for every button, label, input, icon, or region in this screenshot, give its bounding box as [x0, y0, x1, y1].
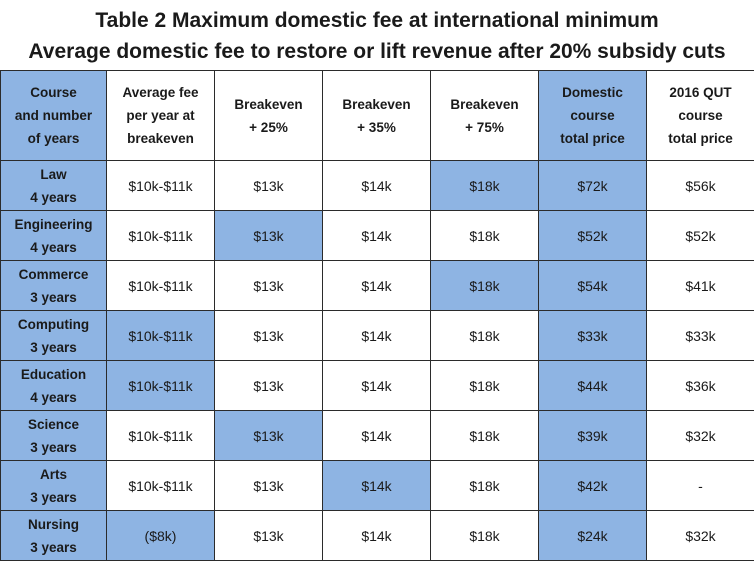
table-cell: $33k	[646, 310, 754, 361]
table-cell: $24k	[538, 510, 647, 561]
table-cell: $54k	[538, 260, 647, 311]
table-cell: $44k	[538, 360, 647, 411]
table-subtitle: Average domestic fee to restore or lift …	[28, 40, 726, 63]
column-header: Breakeven + 35%	[322, 70, 431, 161]
table-cell: $18k	[430, 460, 539, 511]
table-cell: $14k	[322, 210, 431, 261]
table-row: Law 4 years $10k-$11k $13k $14k $18k $72k $56k	[0, 160, 754, 211]
course-name-cell: Education 4 years	[0, 360, 107, 411]
table-cell: $18k	[430, 410, 539, 461]
table-cell: $13k	[214, 160, 323, 211]
table-cell: $13k	[214, 360, 323, 411]
table-cell: $72k	[538, 160, 647, 211]
table-cell: $13k	[214, 260, 323, 311]
table-cell: $32k	[646, 410, 754, 461]
table-cell: $32k	[646, 510, 754, 561]
column-header: Course and number of years	[0, 70, 107, 161]
table-cell: $14k	[322, 160, 431, 211]
table-cell: $56k	[646, 160, 754, 211]
table-cell: $14k	[322, 460, 431, 511]
course-name-cell: Law 4 years	[0, 160, 107, 211]
course-name-cell: Commerce 3 years	[0, 260, 107, 311]
course-name-cell: Arts 3 years	[0, 460, 107, 511]
header-row: Course and number of years Average fee per y…	[0, 70, 754, 161]
table-row: Commerce 3 years $10k-$11k $13k $14k $18k $54k…	[0, 260, 754, 311]
table-cell: $18k	[430, 360, 539, 411]
table-cell: $18k	[430, 510, 539, 561]
table-row: Engineering 4 years $10k-$11k $13k $14k $18k $…	[0, 210, 754, 261]
table-cell: $10k-$11k	[106, 260, 215, 311]
table-cell: $10k-$11k	[106, 360, 215, 411]
table-cell: $14k	[322, 310, 431, 361]
column-header: 2016 QUT course total price	[646, 70, 754, 161]
table-cell: $14k	[322, 510, 431, 561]
table-row: Nursing 3 years ($8k) $13k $14k $18k $24k $32k	[0, 510, 754, 561]
column-header: Average fee per year at breakeven	[106, 70, 215, 161]
table-cell: $13k	[214, 460, 323, 511]
table-cell: $10k-$11k	[106, 210, 215, 261]
table-row: Computing 3 years $10k-$11k $13k $14k $18k $33…	[0, 310, 754, 361]
table-title: Table 2 Maximum domestic fee at internat…	[95, 9, 659, 32]
table-body: Law 4 years $10k-$11k $13k $14k $18k $72k $56k E…	[0, 160, 754, 561]
table-cell: $36k	[646, 360, 754, 411]
table-cell: $13k	[214, 310, 323, 361]
table-cell: $18k	[430, 160, 539, 211]
table-cell: $13k	[214, 210, 323, 261]
table-cell: $18k	[430, 310, 539, 361]
column-header: Breakeven + 75%	[430, 70, 539, 161]
table-caption: Table 2 Maximum domestic fee at internat…	[0, 0, 754, 70]
course-name-cell: Nursing 3 years	[0, 510, 107, 561]
table-cell: $42k	[538, 460, 647, 511]
table-cell: $13k	[214, 510, 323, 561]
table-row: Education 4 years $10k-$11k $13k $14k $18k $44…	[0, 360, 754, 411]
table-row: Arts 3 years $10k-$11k $13k $14k $18k $42k -	[0, 460, 754, 511]
table-cell: $52k	[538, 210, 647, 261]
table-cell: $18k	[430, 260, 539, 311]
course-name-cell: Computing 3 years	[0, 310, 107, 361]
table-header: Course and number of years Average fee per y…	[0, 70, 754, 161]
table-cell: $14k	[322, 410, 431, 461]
table-cell: $10k-$11k	[106, 160, 215, 211]
table-cell: $33k	[538, 310, 647, 361]
table-cell: $41k	[646, 260, 754, 311]
table-cell: $10k-$11k	[106, 310, 215, 361]
table-cell: $39k	[538, 410, 647, 461]
table-cell: $14k	[322, 360, 431, 411]
table-cell: $18k	[430, 210, 539, 261]
table-cell: $52k	[646, 210, 754, 261]
table-cell: $10k-$11k	[106, 410, 215, 461]
table-cell: $10k-$11k	[106, 460, 215, 511]
table-cell: -	[646, 460, 754, 511]
table-cell: ($8k)	[106, 510, 215, 561]
course-name-cell: Science 3 years	[0, 410, 107, 461]
column-header: Breakeven + 25%	[214, 70, 323, 161]
column-header: Domestic course total price	[538, 70, 647, 161]
course-name-cell: Engineering 4 years	[0, 210, 107, 261]
fee-table: Course and number of years Average fee per y…	[0, 70, 754, 561]
table-row: Science 3 years $10k-$11k $13k $14k $18k $39k $…	[0, 410, 754, 461]
table-cell: $13k	[214, 410, 323, 461]
table-cell: $14k	[322, 260, 431, 311]
